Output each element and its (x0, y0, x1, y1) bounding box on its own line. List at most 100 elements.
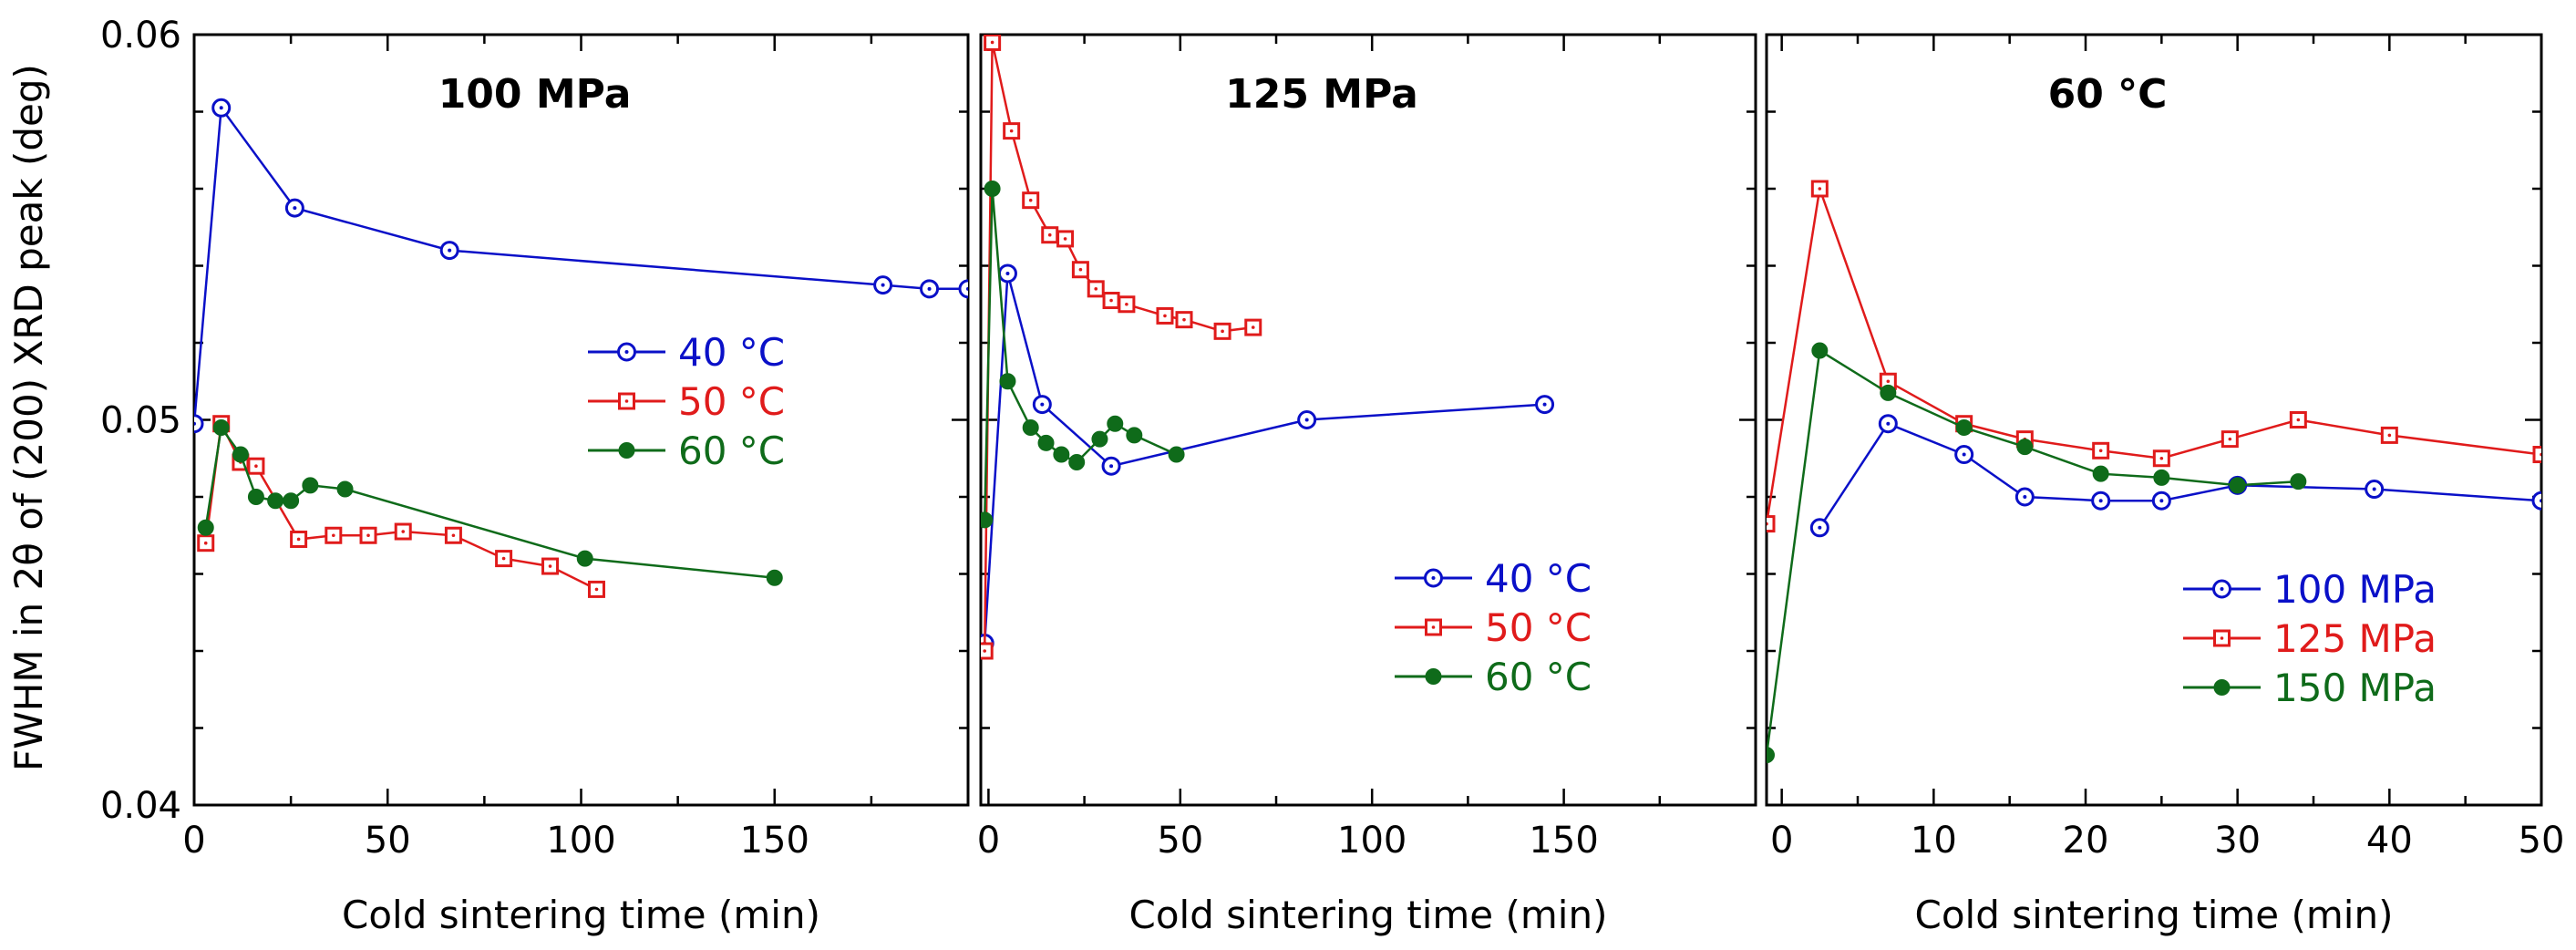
x-tick-label: 30 (2214, 820, 2261, 862)
data-point-dot (1078, 267, 1083, 272)
x-tick-label: 40 (2366, 820, 2413, 862)
data-point-dot (1818, 525, 1822, 530)
data-point-dot (1047, 232, 1052, 237)
y-axis-label: FWHM in 2θ of (200) XRD peak (deg) (6, 64, 51, 771)
data-point (958, 279, 968, 299)
data-point (1053, 446, 1070, 463)
data-point (2290, 473, 2307, 490)
data-point (247, 489, 264, 505)
legend-label: 60 °C (1485, 655, 1592, 699)
x-tick-label: 20 (2063, 820, 2109, 862)
panel-2-frame (979, 33, 1757, 807)
legend: 40 °C50 °C 60 °C (1395, 556, 1592, 699)
data-point-dot (881, 283, 885, 287)
data-point-dot (1028, 198, 1033, 202)
panel-3: 0 10 20 30 40 50 60 °C Cold sintering time (min… (1765, 33, 2564, 937)
series-line-1 (1819, 422, 2541, 529)
data-point (2016, 439, 2034, 456)
series-line-2 (1767, 188, 2541, 524)
data-point (1880, 384, 1897, 401)
x-tick-label: 100 (546, 820, 615, 862)
legend: 40 °C50 °C 60 °C (588, 330, 785, 473)
data-point (2531, 490, 2541, 511)
data-point (1767, 515, 1776, 533)
x-tick-label: 10 (1911, 820, 1957, 862)
legend-label: 50 °C (678, 379, 785, 424)
data-point (1022, 418, 1039, 436)
data-point-dot (1109, 464, 1114, 469)
data-point (1955, 418, 1973, 436)
data-point-dot (1962, 452, 1966, 457)
legend-label: 40 °C (678, 330, 785, 375)
x-axis-label: Cold sintering time (min) (1129, 893, 1608, 937)
data-point-dot (594, 587, 599, 592)
data-point-dot (2023, 495, 2027, 499)
x-tick-label: 150 (740, 820, 809, 862)
data-point-dot (1251, 325, 1255, 329)
data-point-dot (1094, 287, 1098, 291)
data-point (197, 519, 214, 536)
legend-marker-dot (1431, 576, 1436, 580)
data-point (2092, 465, 2109, 482)
data-point-dot (2098, 499, 2103, 503)
data-point-dot (1009, 129, 1014, 133)
data-point-dot (1063, 237, 1067, 241)
legend-label: 125 MPa (2273, 616, 2437, 661)
data-point-dot (2540, 499, 2541, 503)
legend-marker-dot (624, 399, 629, 403)
data-point (984, 181, 1001, 197)
data-point-dot (2540, 452, 2541, 457)
legend-label: 40 °C (1485, 556, 1592, 601)
data-point-dot (1542, 402, 1547, 407)
data-point-dot (1886, 379, 1891, 384)
panel-1: 0 50 100 150 0.04 0.05 0.06 100 MPa Cold sinteri… (100, 15, 970, 937)
legend-marker (2213, 679, 2231, 696)
data-point-dot (2228, 437, 2232, 441)
data-point (981, 642, 994, 660)
data-point-dot (2098, 449, 2103, 453)
x-tick-label: 150 (1529, 820, 1598, 862)
data-point (1767, 747, 1775, 764)
data-point (2153, 469, 2170, 486)
data-point (302, 477, 319, 494)
data-point-dot (1221, 329, 1224, 334)
x-tick-label: 0 (977, 820, 1000, 862)
data-point (2532, 446, 2541, 464)
data-point-dot (966, 286, 968, 291)
data-point (766, 569, 783, 586)
series-line-2 (983, 42, 1253, 652)
data-point (1126, 427, 1143, 444)
x-tick-label: 0 (182, 820, 205, 862)
x-tick-label: 50 (365, 820, 411, 862)
legend-label: 50 °C (1485, 605, 1592, 650)
x-tick-label: 100 (1337, 820, 1406, 862)
legend-marker (1425, 668, 1442, 685)
data-point-dot (203, 541, 208, 545)
data-point-dot (1125, 302, 1128, 306)
y-tick-label: 0.04 (100, 785, 181, 827)
data-point (336, 480, 354, 498)
data-point (1091, 430, 1108, 448)
data-point-dot (366, 533, 370, 538)
data-point (981, 511, 994, 529)
legend-label: 60 °C (678, 429, 785, 473)
data-point (999, 373, 1016, 390)
legend-marker (618, 442, 635, 459)
legend-marker-dot (2220, 587, 2224, 591)
series-line-1 (194, 104, 968, 424)
y-tick-label: 0.05 (100, 400, 181, 442)
data-point (1068, 453, 1086, 470)
panel-title: 60 °C (2048, 71, 2168, 118)
data-point (212, 418, 230, 436)
data-point-dot (254, 464, 258, 468)
data-point-dot (2159, 499, 2164, 503)
data-point-dot (1005, 271, 1010, 275)
data-point-dot (293, 206, 297, 211)
data-point-dot (927, 286, 932, 291)
data-point-dot (548, 564, 552, 568)
data-point-dot (2159, 456, 2164, 460)
series-line-3 (983, 188, 1178, 521)
